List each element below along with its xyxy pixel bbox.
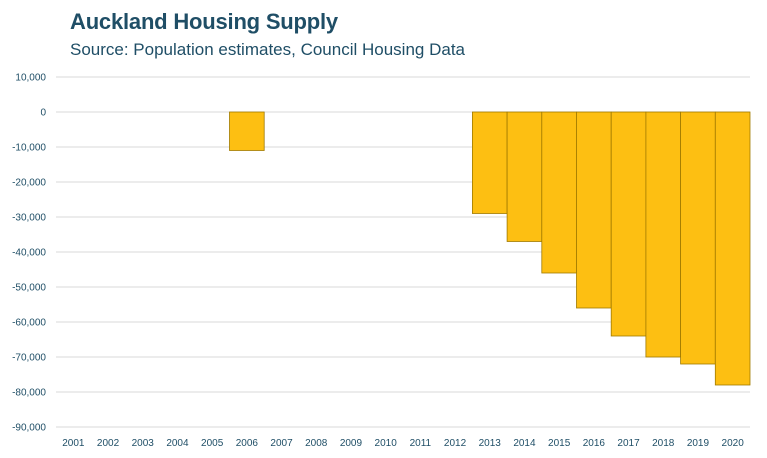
- x-tick-label: 2004: [166, 438, 189, 449]
- y-tick-label: -30,000: [12, 213, 46, 224]
- y-tick-label: -70,000: [12, 353, 46, 364]
- y-tick-label: -40,000: [12, 248, 46, 259]
- bar-2016: [576, 111, 612, 309]
- x-tick-label: 2001: [62, 438, 85, 449]
- bar-2014: [506, 111, 543, 242]
- x-tick-label: 2018: [652, 438, 675, 449]
- y-tick-label: -10,000: [12, 143, 46, 154]
- x-tick-label: 2005: [201, 438, 224, 449]
- x-tick-label: 2013: [479, 438, 502, 449]
- bar-2013: [471, 111, 508, 214]
- y-tick-label: -90,000: [12, 423, 46, 434]
- x-tick-label: 2016: [583, 438, 606, 449]
- x-tick-label: 2011: [410, 438, 432, 449]
- x-tick-label: 2014: [513, 438, 536, 449]
- bar-2020: [714, 111, 751, 386]
- y-tick-label: 0: [40, 108, 46, 119]
- x-tick-label: 2012: [444, 438, 467, 449]
- x-tick-label: 2020: [722, 438, 745, 449]
- y-tick-label: -60,000: [12, 318, 46, 329]
- chart-subtitle: Source: Population estimates, Council Ho…: [70, 40, 465, 59]
- x-tick-label: 2007: [270, 438, 293, 449]
- x-tick-label: 2006: [236, 438, 259, 449]
- y-tick-label: -50,000: [12, 283, 46, 294]
- y-tick-label: 10,000: [15, 73, 46, 84]
- y-tick-label: -20,000: [12, 178, 46, 189]
- y-tick-label: -80,000: [12, 388, 46, 399]
- x-tick-label: 2008: [305, 438, 328, 449]
- x-tick-label: 2009: [340, 438, 363, 449]
- bar-2006: [229, 111, 265, 151]
- bar-2017: [610, 111, 647, 337]
- x-tick-label: 2017: [617, 438, 640, 449]
- x-tick-label: 2003: [132, 438, 155, 449]
- bar-2015: [541, 111, 577, 274]
- x-tick-label: 2002: [97, 438, 120, 449]
- chart-title: Auckland Housing Supply: [70, 9, 338, 34]
- x-tick-label: 2010: [375, 438, 398, 449]
- bar-2018: [645, 111, 682, 358]
- x-tick-label: 2019: [687, 438, 710, 449]
- bar-2019: [680, 111, 716, 365]
- x-tick-label: 2015: [548, 438, 571, 449]
